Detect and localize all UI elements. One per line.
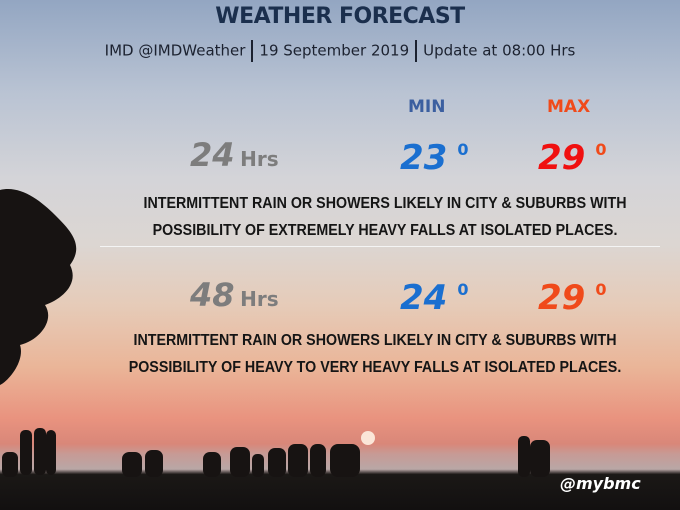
tree-silhouette bbox=[0, 189, 77, 385]
min-label: MIN bbox=[408, 97, 446, 117]
forecast-48-hours: 48 Hrs bbox=[190, 276, 279, 314]
forecast-24-description: INTERMITTENT RAIN OR SHOWERS LIKELY IN C… bbox=[143, 195, 627, 239]
bmc-handle: @mybmc bbox=[560, 474, 641, 493]
forecast-24-hours: 24 Hrs bbox=[190, 136, 279, 174]
divider bbox=[100, 246, 660, 247]
sun bbox=[361, 431, 375, 445]
forecast-48-min: 24 0 bbox=[400, 278, 469, 318]
page-title: WEATHER FORECAST bbox=[215, 4, 465, 29]
forecast-date: 19 September 2019 bbox=[259, 41, 410, 60]
forecast-24-min: 23 0 bbox=[400, 138, 469, 178]
subtitle: IMD @IMDWeather 19 September 2019 Update a… bbox=[0, 40, 680, 62]
forecast-24-max: 29 0 bbox=[538, 138, 607, 178]
forecast-48-max: 29 0 bbox=[538, 278, 607, 318]
max-label: MAX bbox=[547, 97, 591, 117]
separator bbox=[251, 40, 254, 62]
forecast-48-description: INTERMITTENT RAIN OR SHOWERS LIKELY IN C… bbox=[128, 332, 622, 376]
separator bbox=[415, 40, 418, 62]
source-handle: IMD @IMDWeather bbox=[104, 41, 246, 60]
update-time: Update at 08:00 Hrs bbox=[423, 41, 576, 60]
people-silhouettes bbox=[2, 428, 550, 477]
